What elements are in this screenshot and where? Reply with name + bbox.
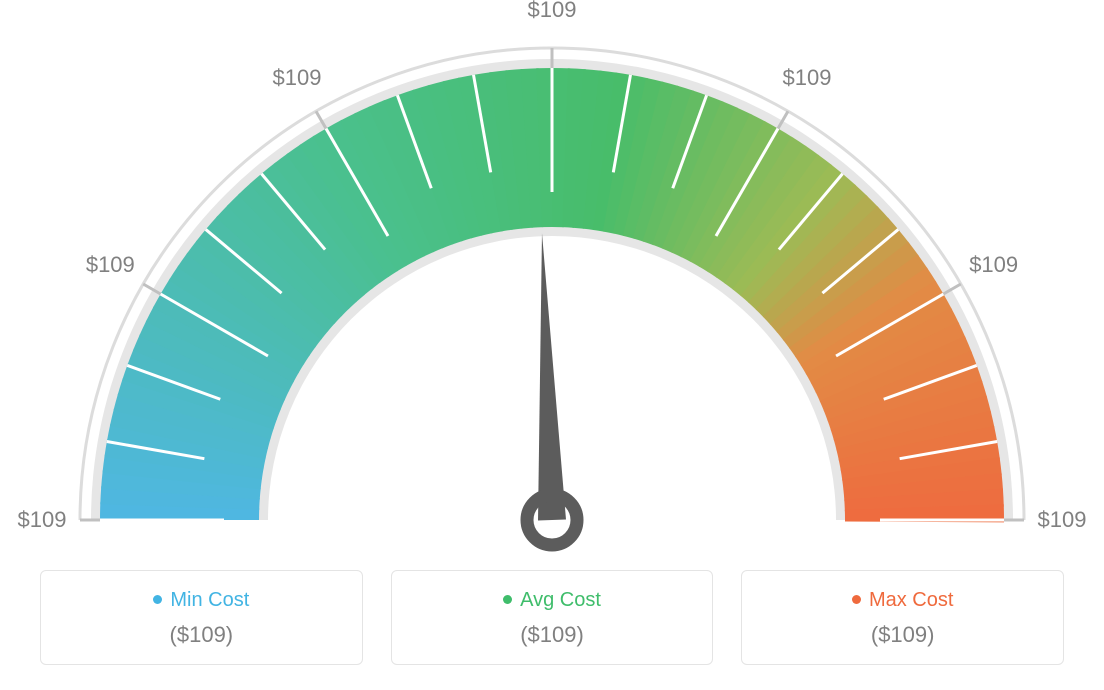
min-cost-label: Min Cost xyxy=(170,589,249,611)
avg-cost-label: Avg Cost xyxy=(520,589,601,611)
gauge-tick-label: $109 xyxy=(783,65,832,91)
gauge-tick-label: $109 xyxy=(1038,507,1087,533)
min-cost-card: Min Cost ($109) xyxy=(40,570,363,665)
max-cost-value: ($109) xyxy=(742,622,1063,648)
min-dot-icon xyxy=(153,595,162,604)
max-dot-icon xyxy=(852,595,861,604)
gauge-tick-label: $109 xyxy=(273,65,322,91)
gauge-tick-label: $109 xyxy=(969,252,1018,278)
gauge-tick-label: $109 xyxy=(86,252,135,278)
gauge-chart: $109 $109 $109 $109 $109 $109 $109 xyxy=(0,0,1104,560)
max-cost-title: Max Cost xyxy=(742,589,1063,612)
gauge-tick-label: $109 xyxy=(528,0,577,23)
max-cost-label: Max Cost xyxy=(869,589,953,611)
gauge-svg xyxy=(0,0,1104,560)
avg-cost-card: Avg Cost ($109) xyxy=(391,570,714,665)
gauge-tick-label: $109 xyxy=(18,507,67,533)
legend-cards: Min Cost ($109) Avg Cost ($109) Max Cost… xyxy=(0,570,1104,665)
min-cost-value: ($109) xyxy=(41,622,362,648)
avg-cost-value: ($109) xyxy=(392,622,713,648)
max-cost-card: Max Cost ($109) xyxy=(741,570,1064,665)
avg-cost-title: Avg Cost xyxy=(392,589,713,612)
min-cost-title: Min Cost xyxy=(41,589,362,612)
avg-dot-icon xyxy=(503,595,512,604)
